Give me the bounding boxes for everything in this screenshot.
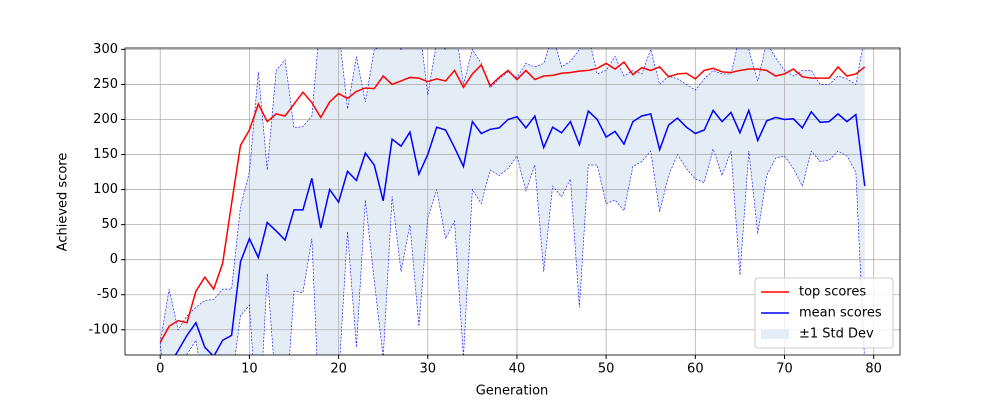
series-line: [159, 60, 866, 343]
std-band: [160, 48, 865, 355]
plot-area: [125, 48, 900, 355]
x-tick-label: 50: [598, 362, 615, 377]
y-axis-label: Achieved score: [56, 153, 71, 252]
axes: 0 10 20 30 40 50 60 70 80 -100 -50 0 50 100 150 200 250 3…: [88, 42, 901, 377]
y-tick-label: 0: [110, 252, 118, 267]
y-tick-label: 250: [93, 77, 118, 92]
legend-swatch: [761, 329, 789, 339]
y-tick-label: 200: [93, 112, 118, 127]
series-line: [174, 108, 866, 355]
y-tick-label: 100: [93, 182, 118, 197]
x-tick-label: 0: [156, 362, 164, 377]
legend-label: top scores: [799, 285, 866, 300]
x-tick-label: 20: [330, 362, 347, 377]
axes-frame: [124, 47, 901, 356]
legend-label: mean scores: [799, 306, 882, 321]
x-tick-label: 70: [776, 362, 793, 377]
x-tick-label: 40: [509, 362, 526, 377]
legend-box: [754, 277, 894, 349]
x-tick-label: 30: [420, 362, 437, 377]
x-tick-label: 60: [687, 362, 704, 377]
y-tick-label: 50: [101, 217, 118, 232]
x-axis-label: Generation: [476, 384, 549, 399]
y-tick-label: -50: [97, 287, 118, 302]
y-tick-label: 150: [93, 147, 118, 162]
y-tick-label: -100: [88, 322, 118, 337]
y-tick-label: 300: [93, 42, 118, 57]
std-band-edge: [159, 147, 865, 355]
x-tick-label: 10: [241, 362, 258, 377]
x-tick-label: 80: [865, 362, 882, 377]
legend-label: ±1 Std Dev: [799, 327, 874, 342]
